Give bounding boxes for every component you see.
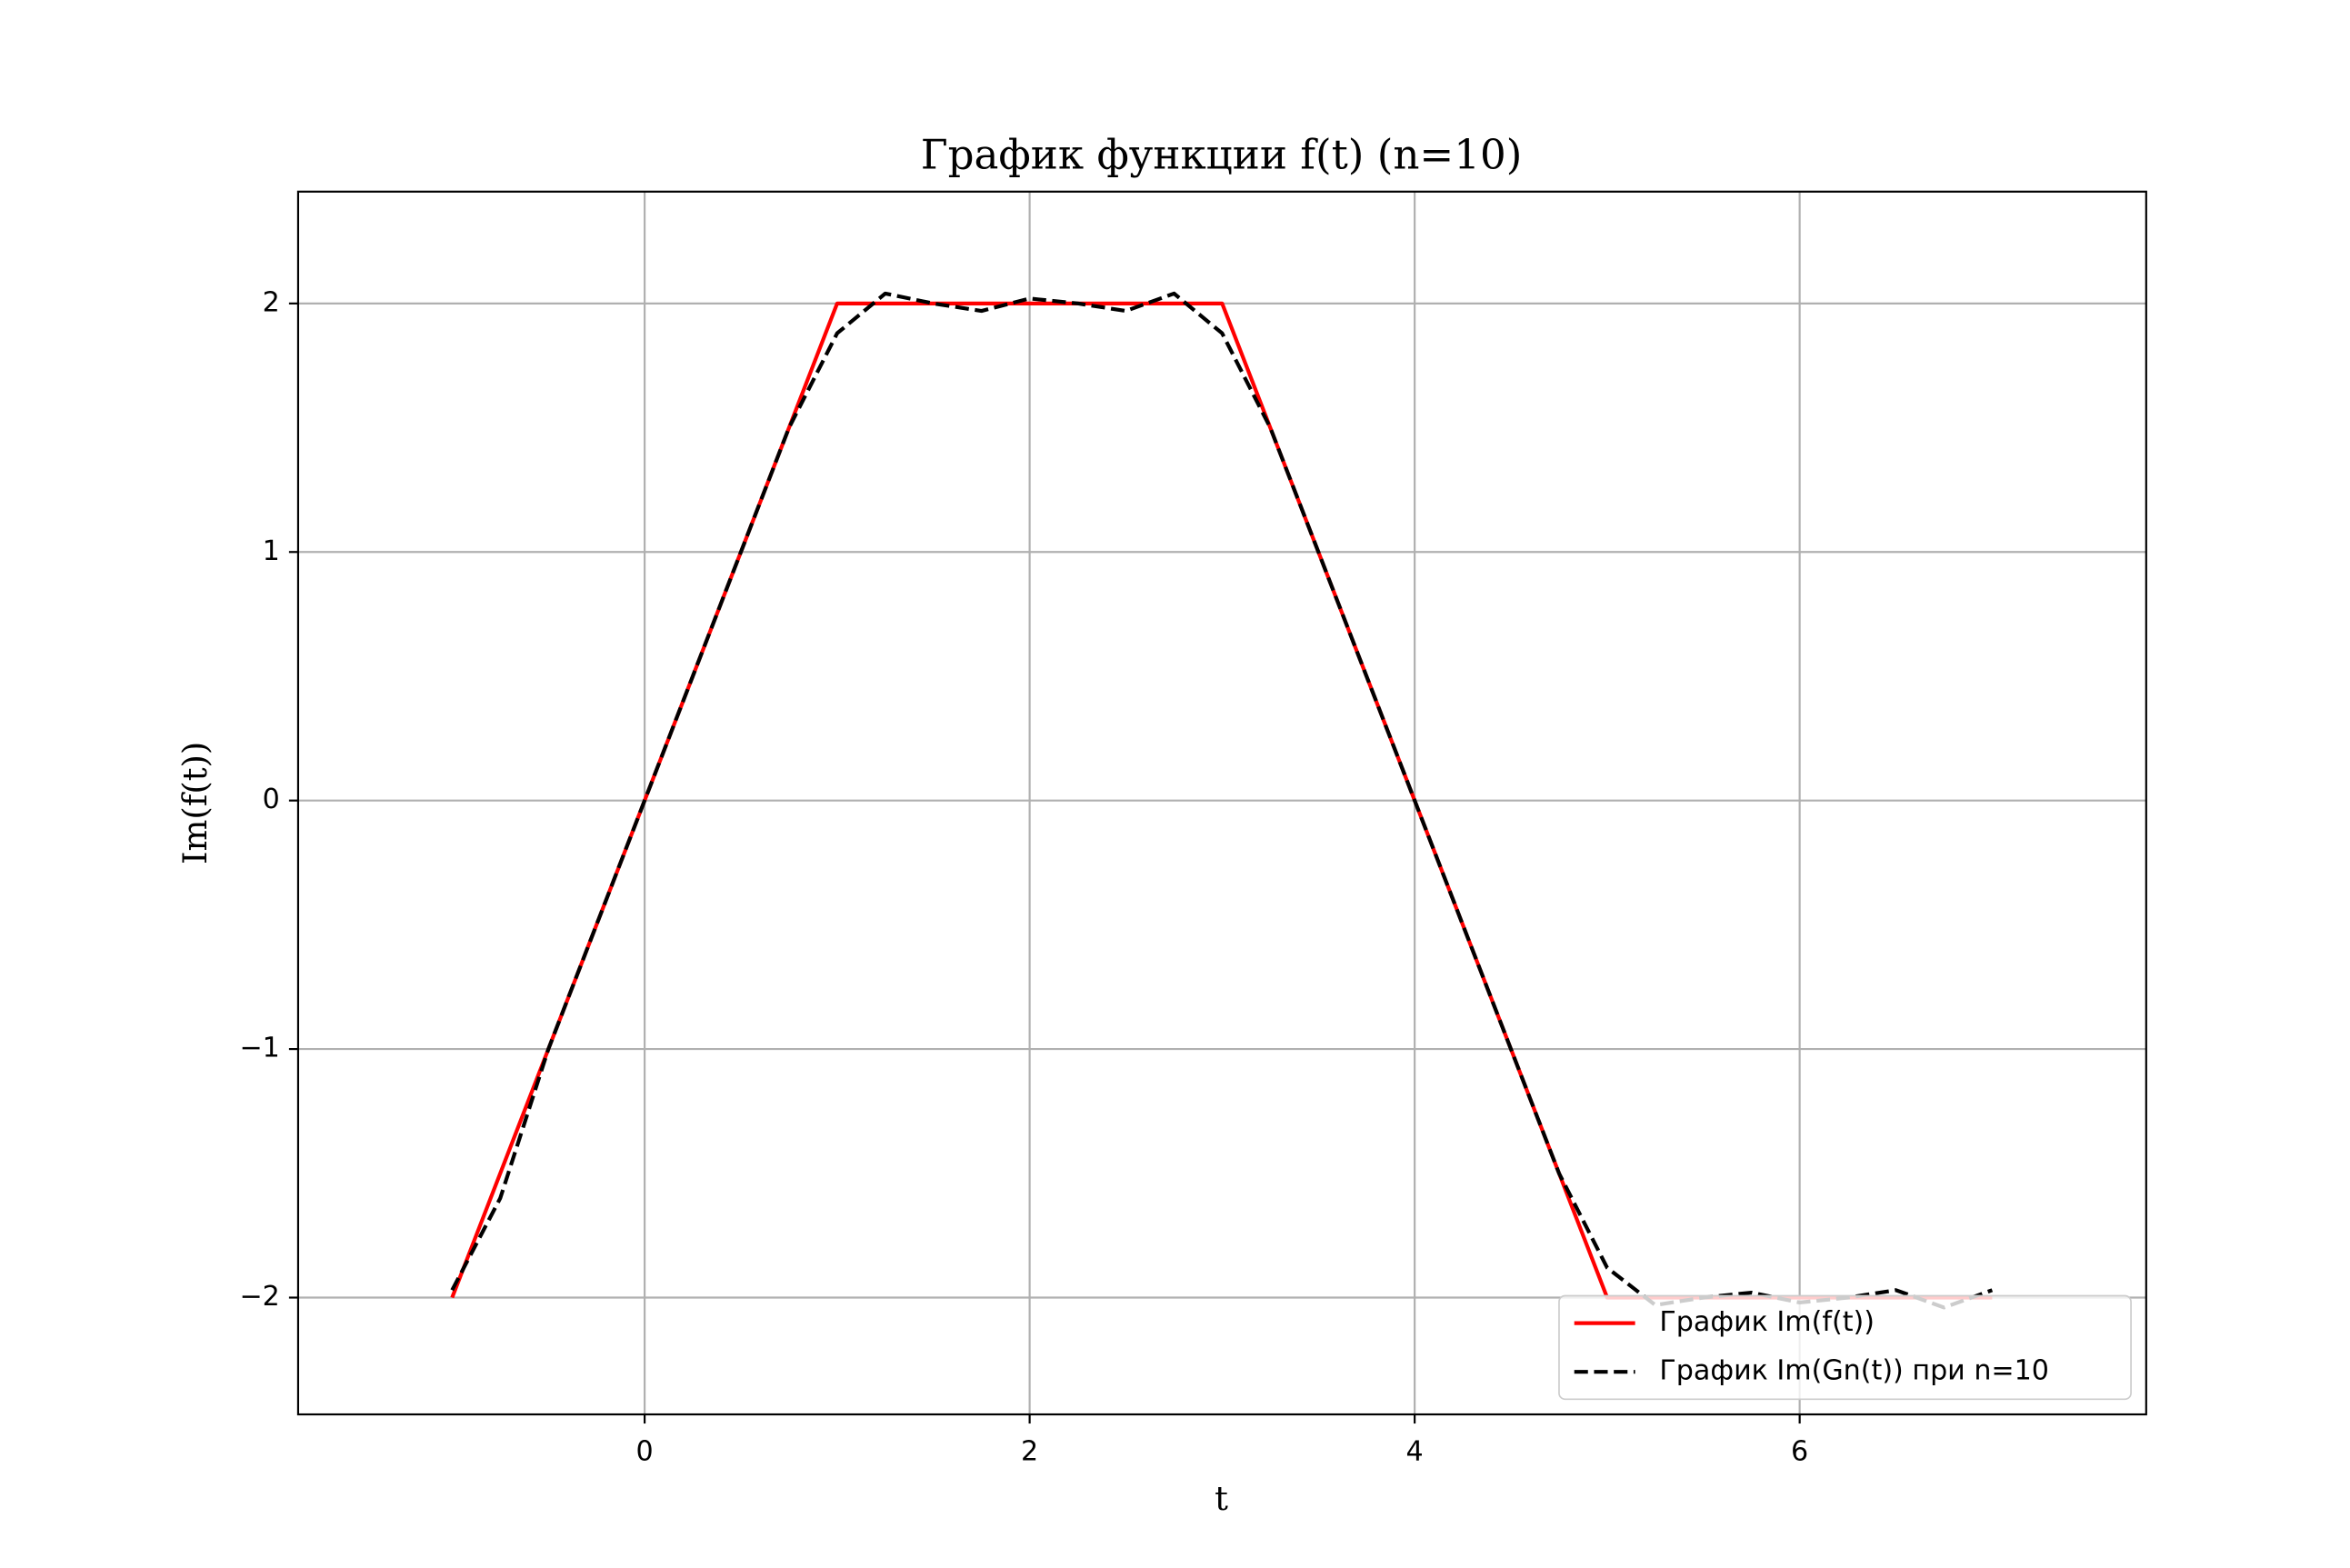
x-tick-label: 6: [1791, 1435, 1808, 1467]
y-tick-label: −1: [239, 1033, 279, 1064]
x-tick-label: 0: [636, 1435, 654, 1467]
x-tick-label: 2: [1021, 1435, 1038, 1467]
y-tick-label: 2: [263, 286, 280, 318]
grid: 0 2 4 6 −2 −1 0 1 2: [239, 191, 2146, 1467]
axes-frame: [296, 190, 2147, 1416]
y-tick-label: 1: [263, 535, 280, 567]
line: [450, 291, 1994, 1310]
chart-title: График функции f(t) (n=10): [921, 131, 1523, 179]
y-axis-label: Im(f(t)): [175, 742, 215, 864]
y-tick-label: −2: [239, 1281, 279, 1313]
y-tick-label: 0: [263, 784, 280, 815]
legend-label: График Im(f(t)): [1659, 1306, 1875, 1338]
legend-box: [1558, 1294, 2132, 1401]
x-axis-label: t: [1215, 1479, 1228, 1518]
legend: График Im(f(t)) График Im(Gn(t)) при n=10: [1558, 1294, 2132, 1401]
legend-label: График Im(Gn(t)) при n=10: [1659, 1355, 2049, 1387]
x-tick-label: 4: [1406, 1435, 1424, 1467]
